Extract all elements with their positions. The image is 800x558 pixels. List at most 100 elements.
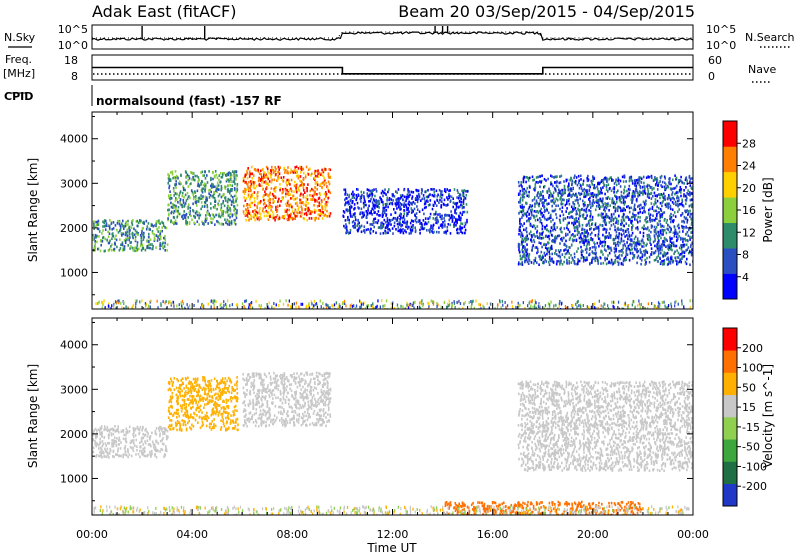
data-pixel (674, 225, 676, 228)
noise-pixel (298, 306, 299, 309)
data-pixel (561, 189, 563, 192)
noise-pixel (664, 305, 665, 308)
data-pixel (566, 262, 568, 265)
data-pixel (377, 222, 379, 225)
data-pixel (612, 197, 614, 200)
data-pixel (658, 250, 660, 253)
data-pixel (577, 202, 579, 205)
data-pixel (382, 214, 384, 217)
data-pixel (410, 229, 412, 232)
data-pixel (297, 212, 299, 215)
data-pixel (629, 211, 631, 214)
data-pixel (187, 216, 189, 219)
data-pixel (279, 217, 281, 220)
data-pixel (549, 194, 551, 197)
data-pixel (686, 192, 688, 195)
data-pixel (347, 194, 349, 197)
noise-pixel (613, 301, 614, 304)
data-pixel (598, 214, 600, 217)
data-pixel (227, 209, 229, 212)
data-pixel (643, 245, 645, 248)
data-pixel (275, 206, 277, 209)
data-pixel (678, 227, 680, 230)
data-pixel (598, 190, 600, 193)
data-pixel (629, 185, 631, 188)
noise-pixel (599, 300, 600, 303)
data-pixel (318, 209, 320, 212)
data-pixel (553, 191, 555, 194)
data-pixel (115, 235, 117, 238)
data-pixel (442, 194, 444, 197)
data-pixel (227, 188, 229, 191)
data-pixel (590, 210, 592, 213)
data-pixel (201, 190, 203, 193)
data-pixel (308, 207, 310, 210)
data-pixel (608, 209, 610, 212)
data-pixel (560, 181, 562, 184)
noise-pixel (95, 302, 96, 305)
noise-pixel (575, 303, 576, 306)
data-pixel (621, 224, 623, 227)
data-pixel (426, 196, 428, 199)
data-pixel (378, 210, 380, 213)
data-pixel (560, 227, 562, 230)
noise-pixel (613, 306, 614, 309)
noise-pixel (213, 303, 214, 306)
data-pixel (672, 188, 674, 191)
data-pixel (208, 170, 210, 173)
data-pixel (532, 205, 534, 208)
data-pixel (172, 177, 174, 180)
data-pixel (680, 203, 682, 206)
data-pixel (575, 217, 577, 220)
data-pixel (663, 244, 665, 247)
data-pixel (642, 190, 644, 193)
data-pixel (625, 222, 627, 225)
data-pixel (345, 223, 347, 226)
data-pixel (621, 234, 623, 237)
data-pixel (329, 176, 331, 179)
data-pixel (175, 183, 177, 186)
data-pixel (296, 166, 298, 169)
data-pixel (254, 197, 256, 200)
data-pixel (525, 181, 527, 184)
noise-pixel (530, 305, 531, 308)
noise-pixel (141, 299, 142, 302)
data-pixel (208, 189, 210, 192)
data-pixel (609, 221, 611, 224)
data-pixel (158, 226, 160, 229)
data-pixel (637, 182, 639, 185)
data-pixel (565, 189, 567, 192)
data-pixel (99, 230, 101, 233)
data-pixel (603, 184, 605, 187)
data-pixel (689, 215, 691, 218)
data-pixel (151, 248, 153, 251)
data-pixel (654, 219, 656, 222)
data-pixel (532, 244, 534, 247)
data-pixel (111, 237, 113, 240)
data-pixel (631, 199, 633, 202)
data-pixel (157, 239, 159, 242)
data-pixel (665, 183, 667, 186)
data-pixel (299, 189, 301, 192)
data-pixel (525, 249, 527, 252)
data-pixel (467, 190, 469, 193)
data-pixel (162, 246, 164, 249)
data-pixel (417, 208, 419, 211)
data-pixel (303, 186, 305, 189)
data-pixel (614, 251, 616, 254)
data-pixel (196, 204, 198, 207)
data-pixel (542, 256, 544, 259)
data-pixel (282, 191, 284, 194)
data-pixel (680, 238, 682, 241)
data-pixel (657, 237, 659, 240)
noise-pixel (648, 302, 649, 305)
data-pixel (436, 190, 438, 193)
data-pixel (591, 227, 593, 230)
data-pixel (650, 220, 652, 223)
data-pixel (528, 217, 530, 220)
data-pixel (295, 215, 297, 218)
data-pixel (207, 213, 209, 216)
data-pixel (404, 219, 406, 222)
data-pixel (630, 252, 632, 255)
